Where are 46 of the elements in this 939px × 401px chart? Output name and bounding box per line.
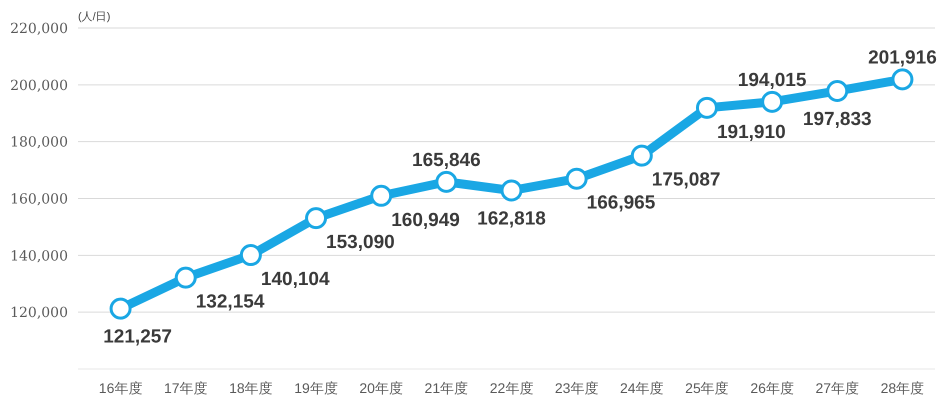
data-label: 121,257 [103,326,172,348]
y-tick-label: 220,000 [10,21,68,37]
data-label: 194,015 [738,70,807,91]
point [891,68,914,90]
x-tick-label: 17年度 [164,380,208,396]
data-label: 153,090 [326,232,395,254]
data-label: 160,949 [391,210,460,231]
data-label: 165,846 [412,150,481,171]
x-tick-label: 25年度 [685,380,729,396]
data-label: 140,104 [260,269,330,290]
point [696,96,718,119]
point [761,90,784,113]
x-tick-label: 21年度 [424,380,468,396]
x-tick-label: 28年度 [880,380,924,396]
data-label: 132,154 [196,292,265,313]
y-tick-label: 200,000 [10,78,68,94]
x-tick-label: 19年度 [294,380,338,396]
point [630,144,653,167]
point [826,80,848,102]
data-label: 175,087 [652,170,720,191]
point [110,298,132,320]
x-tick-label: 16年度 [98,380,142,396]
point [370,184,392,207]
data-label: 166,965 [586,192,656,214]
y-tick-label: 160,000 [10,192,68,208]
x-tick-label: 18年度 [229,380,273,396]
x-tick-label: 22年度 [490,380,534,396]
point [500,179,522,202]
x-tick-label: 24年度 [620,380,664,396]
data-label: 162,818 [477,208,546,230]
point [435,170,458,193]
y-tick-label: 180,000 [10,134,68,151]
point [240,244,262,266]
point [305,207,328,230]
data-label: 197,833 [802,108,872,130]
y-axis-title: (人/日) [78,11,110,23]
x-tick-label: 20年度 [359,380,403,396]
y-tick-label: 120,000 [10,305,68,322]
y-tick-label: 140,000 [10,248,68,264]
point [174,266,197,289]
x-tick-label: 23年度 [554,380,598,396]
point [566,168,588,190]
data-label: 201,916 [868,47,937,68]
x-tick-label: 27年度 [815,380,860,396]
data-label: 191,910 [716,122,786,143]
x-tick-label: 26年度 [750,380,794,396]
